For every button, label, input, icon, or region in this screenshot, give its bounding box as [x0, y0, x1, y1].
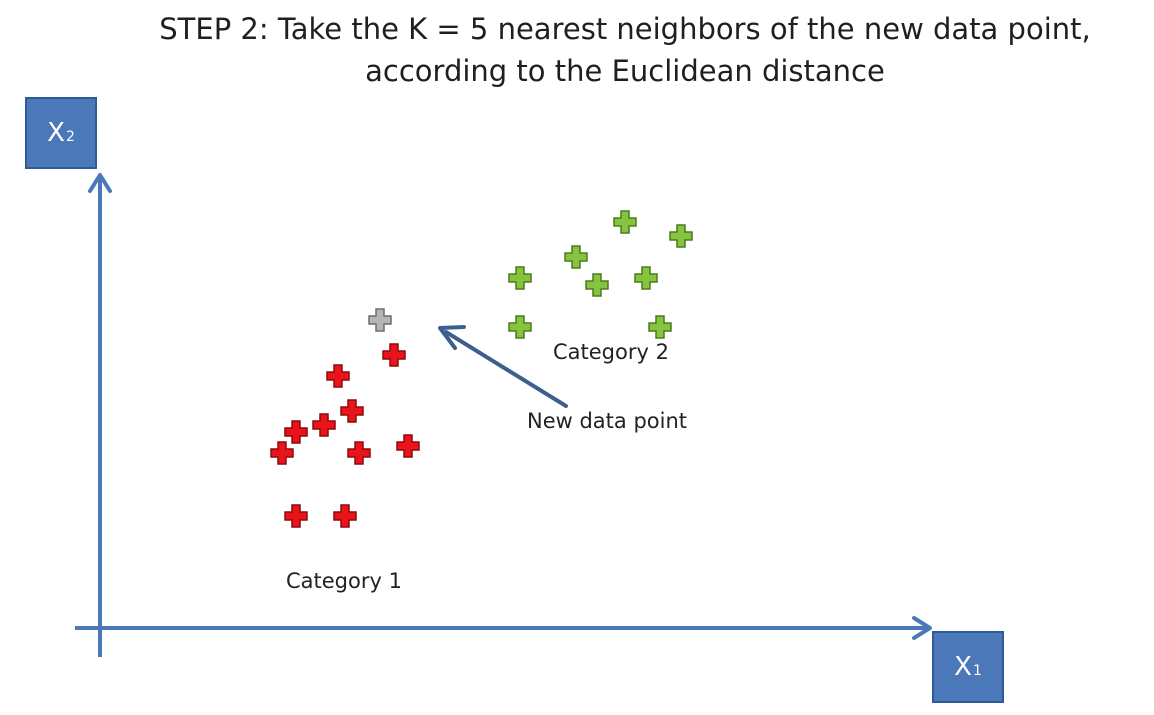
category-1-point [347, 441, 371, 465]
category-1-point [333, 504, 357, 528]
category-1-point [396, 434, 420, 458]
category-1-point [284, 504, 308, 528]
pointer-arrow-line [444, 330, 568, 408]
y-axis-label-subscript: 2 [65, 129, 75, 145]
category-2-point [508, 266, 532, 290]
category-2-point [648, 315, 672, 339]
category-1-point [312, 413, 336, 437]
category-2-point [564, 245, 588, 269]
category-2-label: Category 2 [553, 340, 669, 364]
title-line-2: according to the Euclidean distance [365, 54, 885, 88]
category-1-label: Category 1 [286, 569, 402, 593]
category-2-point [613, 210, 637, 234]
category-1-point [326, 364, 350, 388]
pointer-arrowhead [438, 325, 466, 350]
y-axis-label-text: X [47, 118, 65, 148]
category-1-point [284, 420, 308, 444]
new-data-point [368, 308, 392, 332]
page-title: STEP 2: Take the K = 5 nearest neighbors… [60, 8, 1154, 92]
points-layer [270, 210, 693, 528]
x-axis-label-text: X [954, 652, 972, 682]
category-2-point [508, 315, 532, 339]
category-1-point [340, 399, 364, 423]
category-2-point [585, 273, 609, 297]
category-1-point [382, 343, 406, 367]
title-line-1: STEP 2: Take the K = 5 nearest neighbors… [60, 8, 1154, 50]
category-1-point [270, 441, 294, 465]
new-data-point-label: New data point [527, 409, 688, 433]
x-axis-arrowhead [912, 616, 932, 640]
category-2-point [669, 224, 693, 248]
x-axis-label-subscript: 1 [972, 663, 982, 679]
title-step: STEP 2 [159, 12, 259, 46]
category-2-point [634, 266, 658, 290]
y-axis-arrowhead [88, 173, 112, 193]
title-line-1-text: : Take the K = 5 nearest neighbors of th… [258, 12, 1091, 46]
